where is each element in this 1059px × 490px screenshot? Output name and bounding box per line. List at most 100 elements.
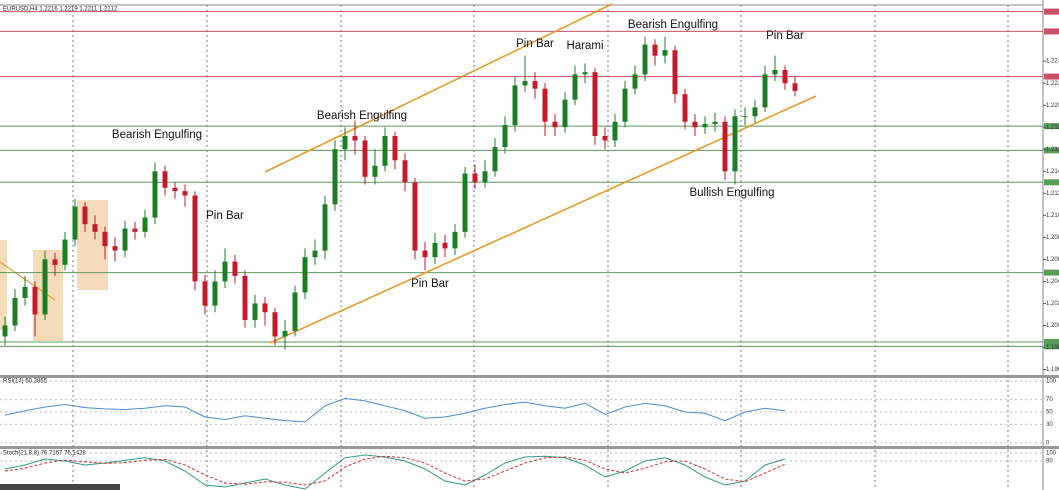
candle-body	[682, 94, 688, 122]
level-marker	[1044, 73, 1059, 80]
y-tick-label: 1.198	[1046, 345, 1059, 351]
y-tick-label: 1.216	[1046, 147, 1059, 153]
annotation: Harami	[566, 40, 603, 52]
candle-body	[542, 88, 548, 122]
candle-body	[302, 257, 308, 293]
candle-body	[522, 80, 528, 86]
y-tick-label: 1.224	[1046, 59, 1059, 65]
candle-body	[762, 74, 768, 108]
candle-body	[372, 165, 378, 177]
level-marker	[1044, 123, 1059, 130]
indicator-title: RSI(14) 50.3855	[3, 379, 48, 385]
candle-body	[562, 99, 568, 128]
candle-body	[232, 261, 238, 276]
candle-body	[602, 136, 608, 141]
candle-body	[722, 121, 728, 172]
candle-body	[452, 231, 458, 249]
candle-body	[532, 80, 538, 89]
annotation: Bearish Engulfing	[628, 19, 718, 31]
candle-body	[32, 286, 38, 315]
candle-body	[742, 116, 748, 118]
candle-body	[52, 259, 58, 265]
candle-body	[472, 173, 478, 183]
channel-upper	[264, 3, 613, 173]
candle-body	[702, 123, 708, 128]
y-tick-label: 1.196	[1046, 367, 1059, 373]
candle-body	[292, 292, 298, 331]
candle-body	[582, 72, 588, 75]
candle-body	[212, 281, 218, 306]
candle-body	[512, 85, 518, 126]
candle-body	[182, 191, 188, 196]
candle-body	[782, 69, 788, 84]
candle-body	[492, 147, 498, 172]
candle-body	[622, 88, 628, 122]
candle-body	[322, 204, 328, 251]
indicator-title: Stoch(21,8,8) 76.7167 76.1428	[3, 451, 86, 457]
annotation: Pin Bar	[766, 30, 804, 42]
candle-body	[402, 160, 408, 183]
y-tick-label: 100	[1046, 379, 1057, 385]
candle-body	[242, 275, 248, 320]
candle-body	[462, 173, 468, 232]
candle-body	[22, 286, 28, 298]
candle-body	[102, 231, 108, 247]
candle-body	[632, 74, 638, 89]
annotation: Pin Bar	[206, 210, 244, 222]
candle-body	[612, 121, 618, 141]
candle-body	[482, 171, 488, 183]
candle-body	[142, 217, 148, 232]
candle-body	[572, 74, 578, 100]
level-marker	[1044, 147, 1059, 154]
candle-body	[552, 121, 558, 128]
annotation: Bullish Engulfing	[689, 187, 774, 199]
candle-body	[252, 303, 258, 320]
candle-body	[342, 136, 348, 150]
status-tab	[0, 484, 120, 490]
y-tick-label: 1.220	[1046, 103, 1059, 109]
y-tick-label: 1.200	[1046, 323, 1059, 329]
annotations: Bearish Engulfing Pin Bar Bearish Engulfin…	[112, 19, 804, 290]
y-tick-label: 1.218	[1046, 125, 1059, 131]
candle-body	[222, 261, 228, 282]
y-tick-label: 0	[1046, 441, 1050, 447]
zone	[0, 240, 7, 330]
candle-body	[162, 171, 168, 188]
candle-body	[262, 303, 268, 313]
annotation: Pin Bar	[411, 278, 449, 290]
level-marker	[1044, 343, 1059, 350]
candle-body	[672, 50, 678, 95]
period-separators	[72, 5, 1009, 490]
y-tick-label: 1.208	[1046, 235, 1059, 241]
y-tick-label: 100	[1046, 451, 1057, 457]
candle-body	[442, 242, 448, 249]
candle-body	[112, 246, 118, 251]
annotation: Pin Bar	[516, 38, 554, 50]
levels	[0, 8, 1059, 350]
indicator-line	[4, 454, 786, 490]
candles	[2, 36, 798, 350]
candle-body	[192, 195, 198, 282]
annotation: Bearish Engulfing	[112, 129, 202, 141]
y-tick-label: 70	[1046, 397, 1053, 403]
candle-body	[432, 242, 438, 258]
y-tick-label: 1.210	[1046, 213, 1059, 219]
candle-body	[662, 50, 668, 56]
candle-body	[42, 259, 48, 315]
candle-body	[82, 206, 88, 225]
candle-body	[392, 136, 398, 161]
level-marker	[1044, 28, 1059, 35]
candle-body	[282, 330, 288, 337]
level-marker	[1044, 269, 1059, 276]
candle-body	[502, 125, 508, 148]
candle-body	[362, 140, 368, 177]
indicator-line	[4, 397, 786, 423]
indicator-line	[4, 455, 786, 486]
chart-title: EURUSD,H4 1.2216 1.2219 1.2211 1.2212	[3, 7, 118, 13]
y-tick-label: 1.214	[1046, 169, 1059, 175]
candle-body	[152, 171, 158, 218]
y-tick-label: 30	[1046, 422, 1053, 428]
candle-body	[172, 187, 178, 192]
